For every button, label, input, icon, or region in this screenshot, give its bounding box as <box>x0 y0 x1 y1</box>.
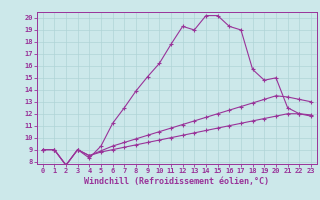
X-axis label: Windchill (Refroidissement éolien,°C): Windchill (Refroidissement éolien,°C) <box>84 177 269 186</box>
